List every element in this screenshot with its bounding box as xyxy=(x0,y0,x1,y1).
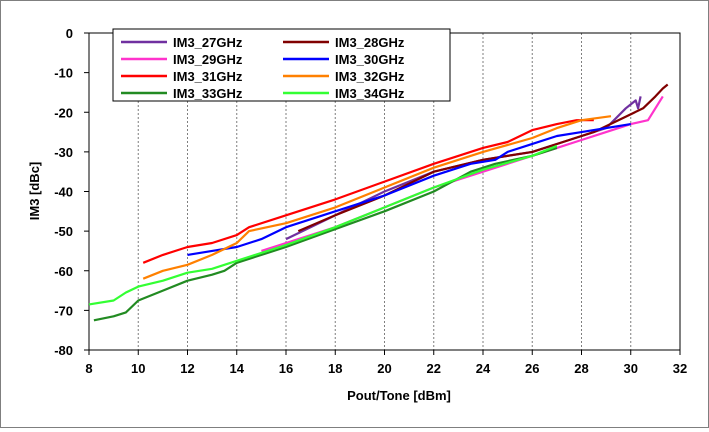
series-line-IM3_29GHz xyxy=(261,95,664,252)
axes-layer: 8 10 12 14 16 18 20 22 24 26 28 30 32 0 -10 -20 -30 -40 -5… xyxy=(54,26,687,376)
series-line-IM3_27GHz xyxy=(285,96,642,241)
legend-box xyxy=(112,28,451,102)
legend-label: IM3_33GHz xyxy=(173,86,243,101)
series-line-IM3_34GHz xyxy=(88,144,558,306)
legend-label: IM3_28GHz xyxy=(335,35,405,50)
y-tick-label: -40 xyxy=(54,185,73,200)
y-tick-label: -30 xyxy=(54,145,73,160)
series-layer xyxy=(88,83,669,322)
y-tick-label: -20 xyxy=(54,105,73,120)
x-axis-label: Pout/Tone [dBm] xyxy=(347,388,451,403)
x-tick-label: 10 xyxy=(131,361,145,376)
x-tick-label: 20 xyxy=(377,361,391,376)
x-tick-label: 14 xyxy=(230,361,245,376)
x-tick-label: 22 xyxy=(427,361,441,376)
x-tick-label: 18 xyxy=(328,361,342,376)
y-tick-label: -70 xyxy=(54,303,73,318)
legend-label: IM3_29GHz xyxy=(173,52,243,67)
y-tick-label: -80 xyxy=(54,343,73,358)
legend-label: IM3_34GHz xyxy=(335,86,405,101)
y-axis-label: IM3 [dBc] xyxy=(27,162,42,221)
legend: IM3_27GHz IM3_28GHz IM3_29GHz IM3_30GHz IM3_… xyxy=(112,28,451,102)
legend-label: IM3_30GHz xyxy=(335,52,405,67)
x-tick-label: 30 xyxy=(624,361,638,376)
legend-label: IM3_31GHz xyxy=(173,69,243,84)
x-tick-label: 28 xyxy=(574,361,588,376)
series-line-IM3_30GHz xyxy=(187,123,631,256)
x-tick-label: 26 xyxy=(525,361,539,376)
legend-label: IM3_27GHz xyxy=(173,35,243,50)
x-tick-label: 12 xyxy=(180,361,194,376)
y-tick-label: -50 xyxy=(54,224,73,239)
legend-label: IM3_32GHz xyxy=(335,69,405,84)
series-line-IM3_32GHz xyxy=(142,115,612,280)
series-line-IM3_31GHz xyxy=(142,119,594,264)
x-tick-label: 8 xyxy=(85,361,92,376)
y-tick-label: -10 xyxy=(54,66,73,81)
series-line-IM3_33GHz xyxy=(93,146,558,322)
y-tick-label: 0 xyxy=(66,26,73,41)
x-tick-label: 32 xyxy=(673,361,687,376)
y-tick-label: -60 xyxy=(54,264,73,279)
x-tick-label: 16 xyxy=(279,361,293,376)
x-tick-label: 24 xyxy=(476,361,491,376)
